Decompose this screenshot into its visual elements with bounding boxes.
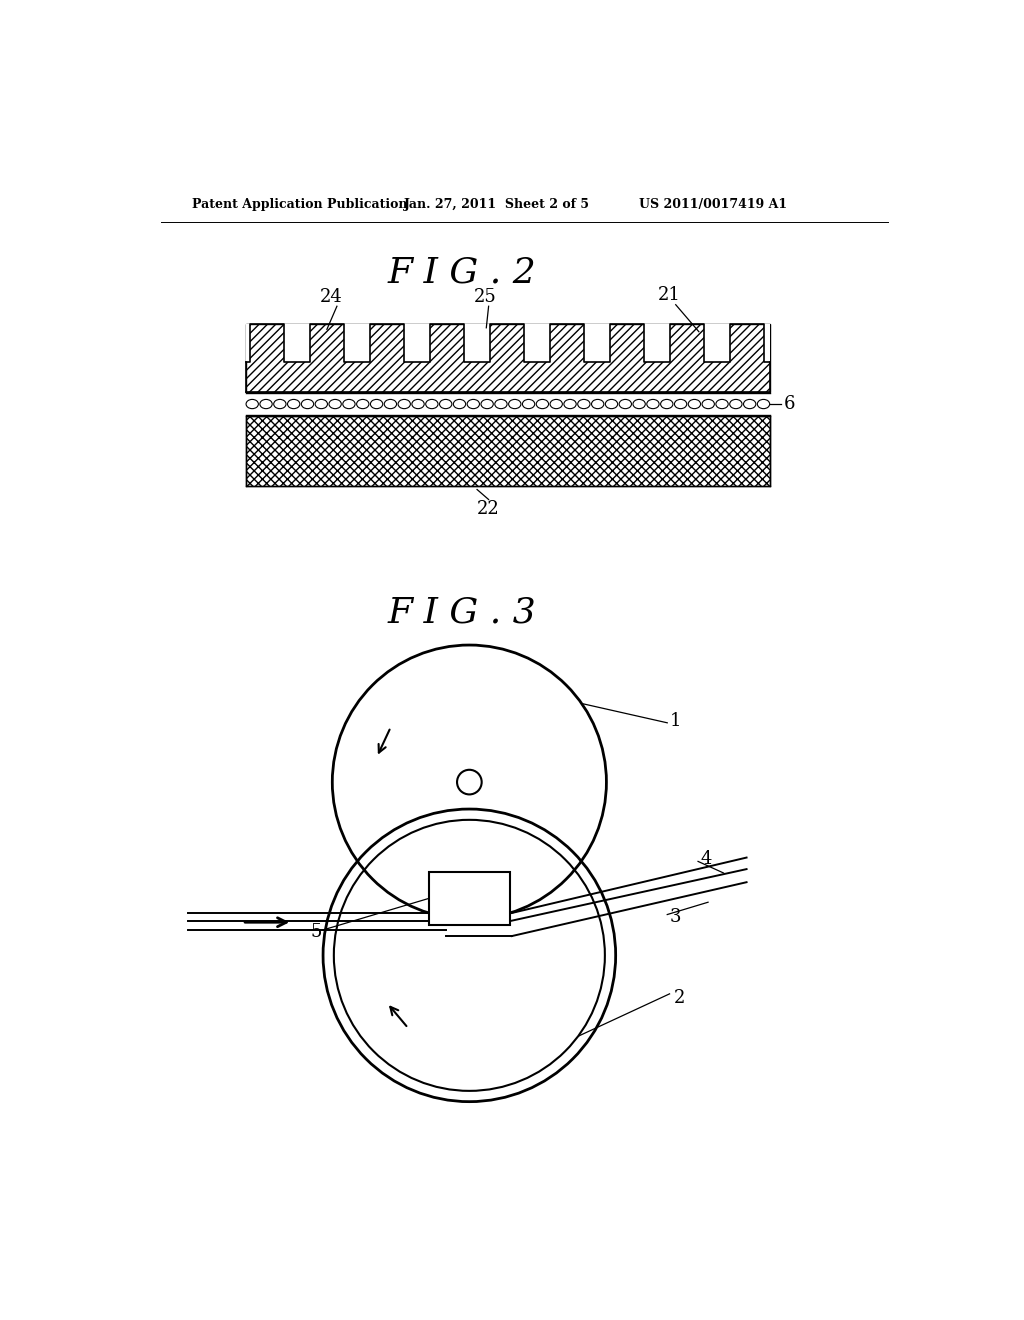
Ellipse shape (605, 400, 617, 409)
Ellipse shape (273, 400, 286, 409)
Bar (429, 873, 510, 924)
Ellipse shape (758, 400, 770, 409)
Bar (403, 323, 430, 363)
Ellipse shape (412, 400, 424, 409)
Text: 2: 2 (674, 989, 685, 1007)
Text: 3: 3 (670, 908, 681, 925)
Ellipse shape (329, 400, 341, 409)
Ellipse shape (550, 400, 562, 409)
Ellipse shape (716, 400, 728, 409)
Text: 24: 24 (319, 288, 342, 306)
Ellipse shape (688, 400, 700, 409)
Bar (246, 416, 770, 486)
Bar (584, 323, 610, 363)
Ellipse shape (371, 400, 383, 409)
Ellipse shape (315, 400, 328, 409)
Ellipse shape (522, 400, 535, 409)
Ellipse shape (288, 400, 300, 409)
Bar (524, 323, 550, 363)
Ellipse shape (384, 400, 396, 409)
Text: 6: 6 (783, 395, 795, 413)
Bar (764, 323, 770, 363)
Text: 21: 21 (658, 286, 681, 305)
Bar (344, 323, 370, 363)
Text: 1: 1 (670, 711, 681, 730)
Ellipse shape (509, 400, 521, 409)
Text: 5: 5 (310, 923, 322, 941)
Text: US 2011/0017419 A1: US 2011/0017419 A1 (639, 198, 786, 211)
Ellipse shape (301, 400, 313, 409)
Text: 25: 25 (473, 288, 497, 306)
Ellipse shape (481, 400, 494, 409)
Ellipse shape (730, 400, 742, 409)
Ellipse shape (620, 400, 632, 409)
Ellipse shape (467, 400, 479, 409)
Bar (464, 323, 490, 363)
Ellipse shape (660, 400, 673, 409)
Text: F I G . 3: F I G . 3 (387, 595, 536, 630)
Text: 4: 4 (700, 850, 712, 869)
Ellipse shape (675, 400, 687, 409)
Ellipse shape (537, 400, 549, 409)
Ellipse shape (454, 400, 466, 409)
Ellipse shape (343, 400, 355, 409)
Bar (246, 323, 770, 392)
Ellipse shape (564, 400, 577, 409)
Bar (644, 323, 671, 363)
Ellipse shape (246, 400, 258, 409)
Ellipse shape (702, 400, 715, 409)
Ellipse shape (398, 400, 411, 409)
Bar (246, 323, 250, 363)
Ellipse shape (647, 400, 659, 409)
Ellipse shape (260, 400, 272, 409)
Ellipse shape (578, 400, 590, 409)
Text: 22: 22 (477, 500, 500, 517)
Text: F I G . 2: F I G . 2 (387, 255, 536, 289)
Ellipse shape (426, 400, 438, 409)
Ellipse shape (356, 400, 369, 409)
Ellipse shape (439, 400, 452, 409)
Bar (284, 323, 310, 363)
Ellipse shape (743, 400, 756, 409)
Ellipse shape (592, 400, 604, 409)
Text: Jan. 27, 2011  Sheet 2 of 5: Jan. 27, 2011 Sheet 2 of 5 (403, 198, 590, 211)
Text: Patent Application Publication: Patent Application Publication (193, 198, 408, 211)
Ellipse shape (633, 400, 645, 409)
Bar (705, 323, 730, 363)
Ellipse shape (495, 400, 507, 409)
